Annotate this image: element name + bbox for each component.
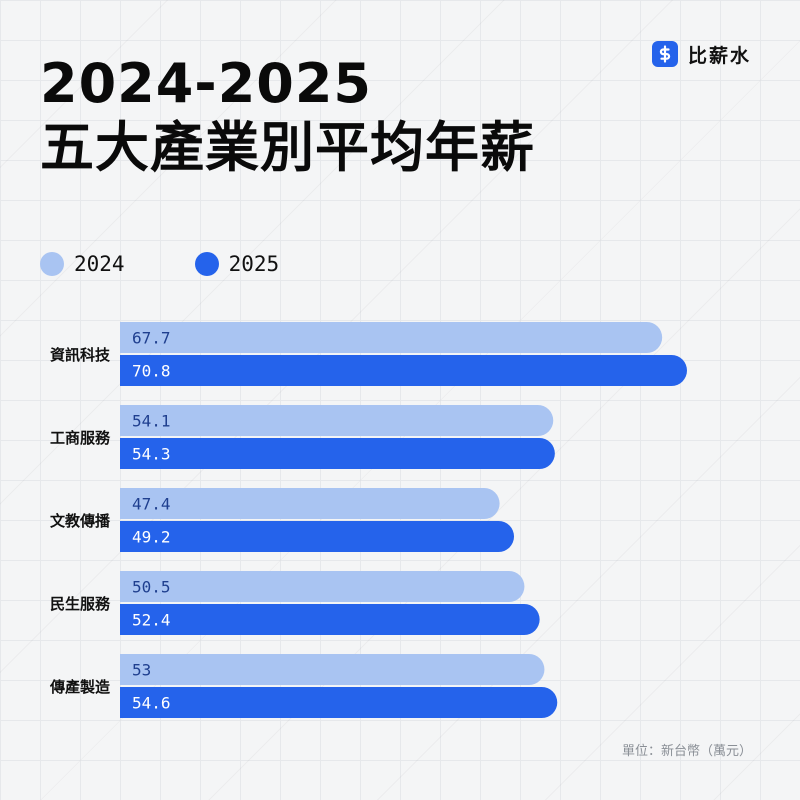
category-label: 傳產製造 bbox=[49, 678, 110, 696]
unit-note: 單位：新台幣（萬元） bbox=[621, 744, 752, 759]
legend-label-2024: 2024 bbox=[74, 252, 125, 276]
data-label: 70.8 bbox=[132, 362, 171, 381]
bar-2025 bbox=[120, 355, 687, 386]
data-label: 50.5 bbox=[132, 578, 171, 597]
bar-2025 bbox=[120, 521, 515, 552]
category-label: 民生服務 bbox=[50, 595, 111, 613]
bar-2024 bbox=[120, 322, 663, 353]
data-label: 47.4 bbox=[132, 495, 171, 514]
brand-logo: 比薪水 bbox=[652, 40, 751, 68]
data-label: 54.3 bbox=[132, 445, 171, 464]
data-label: 53 bbox=[132, 661, 151, 680]
bar-2024 bbox=[120, 405, 554, 436]
bar-2025 bbox=[120, 604, 540, 635]
bar-2024 bbox=[120, 488, 500, 519]
bar-2024 bbox=[120, 654, 545, 685]
bar-left-edge bbox=[120, 488, 151, 519]
brand-name: 比薪水 bbox=[688, 44, 752, 67]
data-label: 54.1 bbox=[132, 412, 171, 431]
page-title: 2024-2025 五大產業別平均年薪 bbox=[40, 52, 535, 180]
category-label: 資訊科技 bbox=[50, 346, 111, 364]
data-label: 67.7 bbox=[132, 329, 171, 348]
dollar-sign-icon bbox=[652, 41, 678, 67]
title-line-years: 2024-2025 bbox=[40, 52, 372, 115]
category-label: 工商服務 bbox=[50, 429, 111, 447]
bar-2025 bbox=[120, 438, 555, 469]
legend-item-2025: 2025 bbox=[194, 252, 280, 276]
bar-left-edge bbox=[120, 355, 151, 386]
legend-swatch-2024 bbox=[40, 252, 64, 276]
data-label: 54.6 bbox=[132, 694, 171, 713]
bar-left-edge bbox=[120, 604, 151, 635]
data-label: 49.2 bbox=[132, 528, 171, 547]
category-label: 文教傳播 bbox=[50, 512, 111, 530]
bar-left-edge bbox=[120, 521, 151, 552]
bar-left-edge bbox=[120, 405, 151, 436]
bar-left-edge bbox=[120, 654, 151, 685]
bar-left-edge bbox=[120, 687, 151, 718]
bar-2025 bbox=[120, 687, 558, 718]
legend-label-2025: 2025 bbox=[228, 252, 280, 276]
chart-legend: 2024 2025 bbox=[40, 252, 349, 276]
bar-left-edge bbox=[120, 571, 151, 602]
legend-item-2024: 2024 bbox=[40, 252, 125, 276]
title-line-subject: 五大產業別平均年薪 bbox=[40, 116, 535, 179]
data-label: 52.4 bbox=[132, 611, 171, 630]
bar-left-edge bbox=[120, 322, 151, 353]
bar-chart: 資訊科技 67.7 70.8 工商服務 54.1 54.3 文教傳播 47.4 49.2 民生服務… bbox=[49, 322, 687, 718]
bar-left-edge bbox=[120, 438, 151, 469]
bar-2024 bbox=[120, 571, 525, 602]
legend-swatch-2025 bbox=[194, 252, 219, 276]
